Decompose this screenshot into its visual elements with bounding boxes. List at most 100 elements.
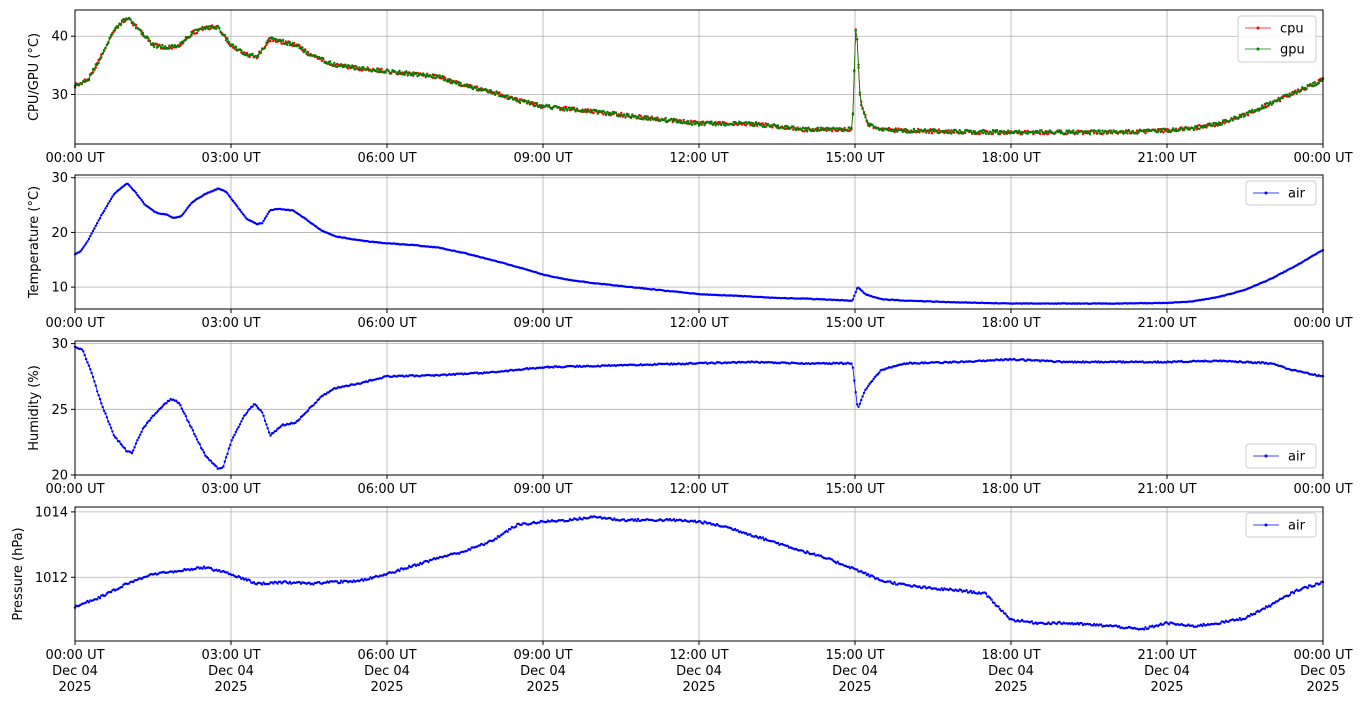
data-point xyxy=(154,42,157,45)
data-point xyxy=(634,114,637,118)
data-point xyxy=(602,113,605,116)
data-point xyxy=(496,92,500,95)
x-tick-label: 21:00 UT xyxy=(1137,316,1196,331)
data-point xyxy=(1320,79,1323,83)
data-point xyxy=(997,605,1000,608)
data-point xyxy=(919,128,923,131)
data-point xyxy=(610,113,613,116)
data-point xyxy=(674,119,677,122)
data-point xyxy=(862,391,866,395)
data-point xyxy=(754,121,758,124)
x-tick-label: 15:00 UT xyxy=(825,316,884,331)
data-point xyxy=(161,405,164,408)
data-point xyxy=(735,121,738,125)
data-point xyxy=(104,46,107,50)
data-point xyxy=(141,31,145,35)
data-point xyxy=(234,203,238,206)
data-point xyxy=(1131,130,1135,133)
data-point xyxy=(244,216,247,219)
data-point xyxy=(789,127,792,130)
data-point xyxy=(224,39,228,42)
y-tick-label: 30 xyxy=(51,88,68,103)
data-point xyxy=(132,21,135,24)
data-point xyxy=(238,208,242,212)
data-point xyxy=(97,61,100,65)
data-point xyxy=(133,189,136,193)
data-point xyxy=(269,434,272,437)
data-point xyxy=(1108,129,1111,133)
data-point xyxy=(145,35,149,38)
data-point xyxy=(1170,129,1174,132)
data-point xyxy=(298,418,301,421)
data-point xyxy=(1306,586,1309,590)
data-point xyxy=(414,71,418,75)
y-tick-label: 40 xyxy=(51,30,68,45)
data-point xyxy=(1147,627,1150,630)
data-point xyxy=(983,130,986,133)
data-point xyxy=(231,43,235,46)
x-tick-label: 12:00 UT xyxy=(669,482,728,497)
data-point xyxy=(1056,130,1060,134)
data-point xyxy=(245,411,249,414)
data-point xyxy=(184,414,188,418)
data-point xyxy=(188,203,192,207)
data-point xyxy=(860,103,863,107)
data-point xyxy=(340,62,343,66)
data-point xyxy=(107,420,110,423)
data-point xyxy=(495,90,498,93)
data-point xyxy=(474,86,477,90)
data-point xyxy=(1192,128,1196,132)
x-tick-label: 18:00 UT xyxy=(981,316,1040,331)
data-point xyxy=(93,227,96,230)
data-point xyxy=(485,88,488,92)
data-point xyxy=(1220,123,1224,126)
data-point xyxy=(871,379,874,383)
data-point xyxy=(184,38,188,41)
legend-marker xyxy=(1256,47,1260,51)
data-point xyxy=(579,110,583,114)
data-point xyxy=(855,403,859,406)
data-point xyxy=(141,427,145,430)
data-point xyxy=(1162,131,1165,134)
data-point xyxy=(226,192,229,195)
data-point xyxy=(1270,103,1273,107)
data-point xyxy=(83,244,86,247)
data-point xyxy=(119,23,123,27)
data-point xyxy=(218,26,221,30)
data-point xyxy=(595,109,598,112)
data-point xyxy=(800,129,803,132)
data-point xyxy=(377,71,380,74)
x-tick-label: 18:00 UT xyxy=(981,648,1040,663)
data-point xyxy=(137,195,140,198)
data-point xyxy=(140,198,143,202)
data-point xyxy=(406,74,409,77)
data-point xyxy=(80,348,84,351)
data-point xyxy=(266,427,269,430)
data-point xyxy=(900,129,903,132)
data-point xyxy=(487,91,490,94)
data-point xyxy=(120,444,124,447)
data-point xyxy=(89,234,92,238)
data-point xyxy=(1058,129,1061,132)
data-point xyxy=(776,124,780,127)
data-point xyxy=(713,121,716,125)
legend-marker xyxy=(1264,454,1268,458)
data-point xyxy=(825,126,828,130)
data-point xyxy=(1105,132,1108,135)
data-point xyxy=(708,122,712,125)
data-point xyxy=(118,440,121,443)
data-point xyxy=(428,74,432,77)
data-point xyxy=(629,116,633,120)
data-point xyxy=(238,423,242,426)
data-point xyxy=(937,128,941,131)
data-point xyxy=(855,568,859,571)
data-point xyxy=(664,116,667,120)
data-point xyxy=(1249,111,1253,114)
data-point xyxy=(87,237,91,241)
data-point xyxy=(317,56,321,59)
data-point xyxy=(744,124,748,127)
data-point xyxy=(510,96,513,99)
data-point xyxy=(861,395,864,398)
data-point xyxy=(305,51,308,55)
